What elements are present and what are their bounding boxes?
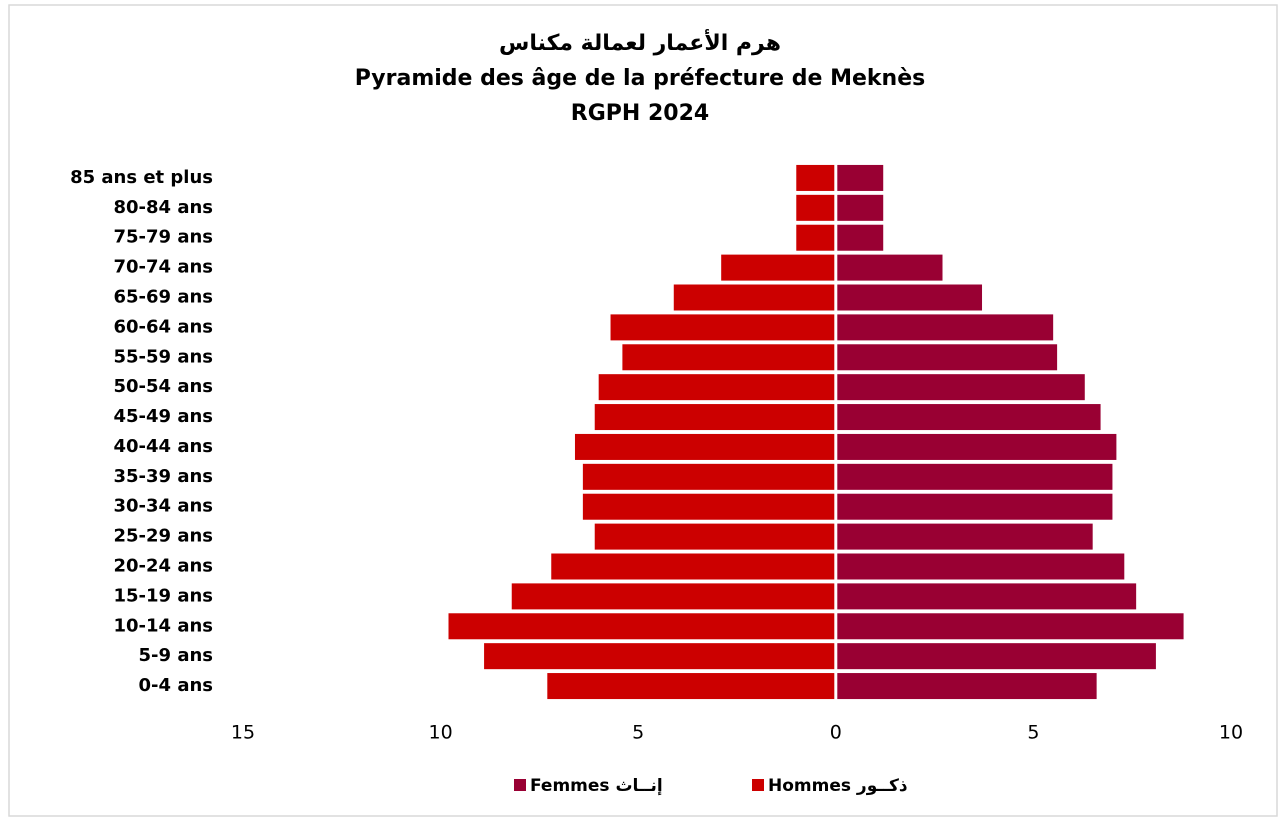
- y-tick-label: 65-69 ans: [113, 287, 213, 308]
- bar: [721, 254, 835, 281]
- legend-label: Hommes ذكــور: [768, 776, 908, 796]
- bar: [837, 164, 884, 191]
- bar: [837, 463, 1113, 490]
- bar: [837, 194, 884, 221]
- y-tick-label: 85 ans et plus: [70, 167, 213, 188]
- bar: [837, 314, 1054, 341]
- y-tick-label: 5-9 ans: [139, 645, 213, 666]
- y-tick-label: 70-74 ans: [113, 257, 213, 278]
- bar: [837, 673, 1097, 700]
- bar: [837, 344, 1058, 371]
- chart-title: هرم الأعمار لعمالة مكناس: [499, 28, 781, 56]
- bar: [598, 374, 835, 401]
- x-tick-label: 0: [830, 722, 842, 744]
- legend-swatch: [514, 779, 526, 791]
- bar: [622, 344, 835, 371]
- bar: [511, 583, 835, 610]
- y-tick-label: 45-49 ans: [113, 406, 213, 427]
- bar: [837, 284, 983, 311]
- y-tick-label: 35-39 ans: [113, 466, 213, 487]
- legend-label: Femmes إنــاث: [530, 776, 663, 796]
- bar: [594, 523, 835, 550]
- chart-title: Pyramide des âge de la préfecture de Mek…: [355, 66, 925, 91]
- bar: [837, 254, 943, 281]
- bar: [837, 374, 1085, 401]
- bar: [574, 433, 835, 460]
- x-tick-label: 15: [231, 722, 255, 744]
- bar: [551, 553, 835, 580]
- chart-title: RGPH 2024: [571, 101, 709, 126]
- bar: [673, 284, 835, 311]
- bar: [796, 164, 835, 191]
- bar: [796, 194, 835, 221]
- bar: [582, 463, 835, 490]
- bar: [837, 433, 1117, 460]
- y-tick-label: 40-44 ans: [113, 436, 213, 457]
- x-tick-label: 5: [632, 722, 644, 744]
- bar: [547, 673, 835, 700]
- bar: [484, 643, 835, 670]
- y-tick-label: 75-79 ans: [113, 227, 213, 248]
- bar: [837, 643, 1156, 670]
- y-tick-label: 50-54 ans: [113, 376, 213, 397]
- bar: [610, 314, 835, 341]
- legend-swatch: [752, 779, 764, 791]
- bar: [837, 523, 1093, 550]
- bar: [448, 613, 835, 640]
- bar: [837, 224, 884, 251]
- x-tick-label: 10: [1219, 722, 1243, 744]
- y-tick-label: 10-14 ans: [113, 615, 213, 636]
- y-tick-label: 80-84 ans: [113, 197, 213, 218]
- y-tick-label: 0-4 ans: [139, 675, 213, 696]
- y-tick-label: 20-24 ans: [113, 556, 213, 577]
- bar: [837, 404, 1101, 431]
- y-tick-label: 55-59 ans: [113, 346, 213, 367]
- y-tick-label: 15-19 ans: [113, 585, 213, 606]
- bar: [837, 613, 1184, 640]
- y-tick-label: 25-29 ans: [113, 526, 213, 547]
- x-tick-label: 5: [1027, 722, 1039, 744]
- bar: [796, 224, 835, 251]
- bar: [594, 404, 835, 431]
- bar: [837, 553, 1125, 580]
- bar: [837, 583, 1137, 610]
- y-tick-label: 30-34 ans: [113, 496, 213, 517]
- bar: [582, 493, 835, 520]
- y-tick-label: 60-64 ans: [113, 316, 213, 337]
- x-tick-label: 10: [429, 722, 453, 744]
- bar: [837, 493, 1113, 520]
